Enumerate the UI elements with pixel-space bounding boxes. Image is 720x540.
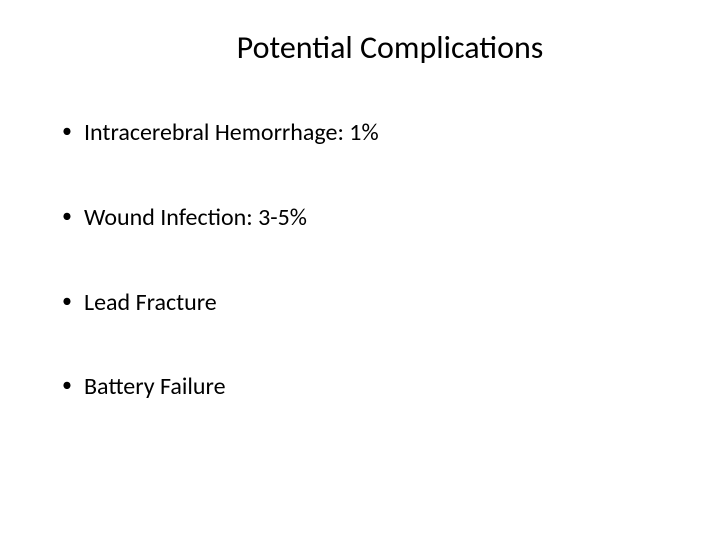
- slide-title: Potential Complications: [50, 28, 670, 67]
- slide-container: Potential Complications Intracerebral He…: [0, 0, 720, 540]
- list-item: Intracerebral Hemorrhage: 1%: [58, 119, 670, 148]
- bullet-list: Intracerebral Hemorrhage: 1% Wound Infec…: [50, 119, 670, 402]
- list-item: Battery Failure: [58, 373, 670, 402]
- list-item: Lead Fracture: [58, 289, 670, 318]
- list-item: Wound Infection: 3-5%: [58, 204, 670, 233]
